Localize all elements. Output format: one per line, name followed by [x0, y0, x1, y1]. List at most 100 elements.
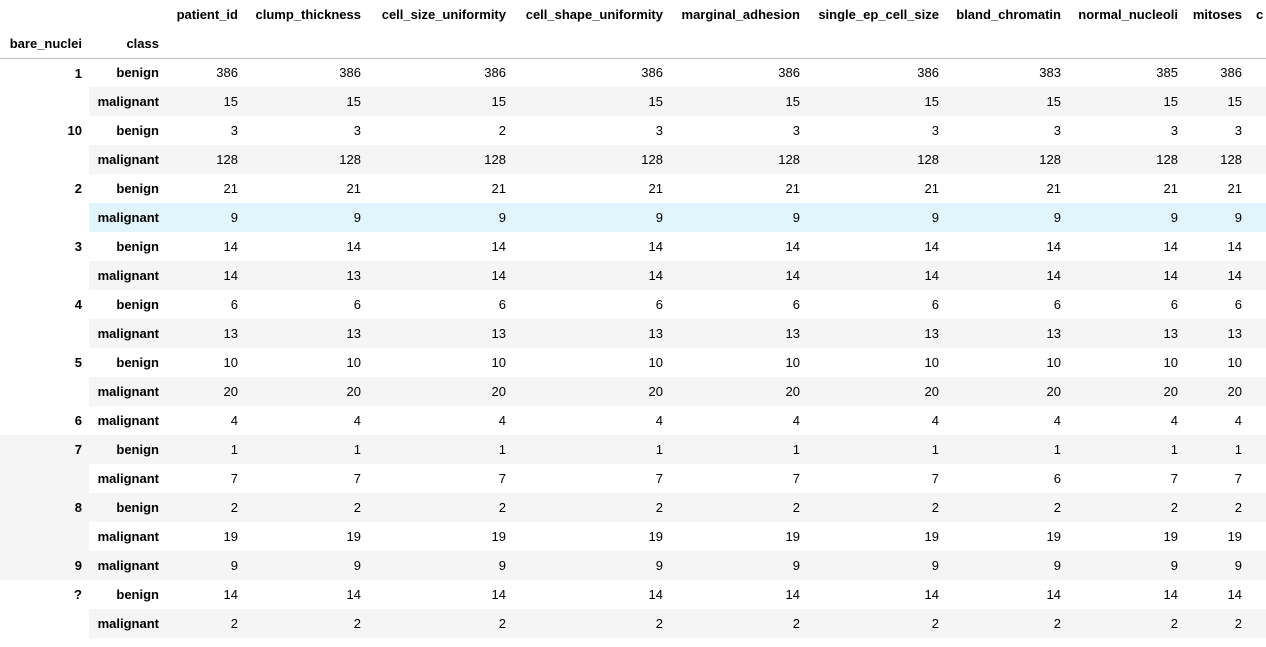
- header-empty: [166, 29, 245, 59]
- cell-value: 9: [807, 551, 946, 580]
- data-row: malignant 2 2 2 2 2 2 2 2 2: [0, 609, 1266, 638]
- cell-value: 7: [792, 471, 800, 486]
- cell-value: 14: [1163, 587, 1178, 602]
- cell-value: 9: [368, 551, 513, 580]
- cell-value: 386: [778, 65, 800, 81]
- cell-value: 21: [785, 181, 800, 196]
- column-header: normal_nucleoli: [1078, 7, 1178, 22]
- cell-value: 4: [230, 413, 238, 428]
- cell-value: 14: [1046, 587, 1061, 602]
- cell-value: 2: [368, 609, 513, 638]
- cell-value: 6: [353, 297, 361, 312]
- cell-value: 2: [670, 493, 807, 522]
- cell-value: 21: [1046, 181, 1061, 196]
- cell-value: 2: [946, 609, 1068, 638]
- header-empty: [946, 29, 1068, 59]
- data-row: 4 benign 6 6 6 6 6 6 6 6 6: [0, 290, 1266, 319]
- data-row: malignant 128 128 128 128 128 128 128 128 128: [0, 145, 1266, 174]
- cell-value: 21: [491, 181, 506, 196]
- cell-value: 20: [670, 377, 807, 406]
- class-label: malignant: [89, 609, 166, 638]
- cell-value: 14: [166, 261, 245, 290]
- column-header: single_ep_cell_size: [818, 7, 939, 22]
- cell-value: 10: [1163, 355, 1178, 370]
- cell-empty: [1249, 522, 1266, 551]
- cell-value: 14: [924, 239, 939, 254]
- cell-value: 386: [216, 65, 238, 81]
- column-header: patient_id: [176, 7, 238, 22]
- cell-value: 4: [498, 413, 506, 428]
- cell-value: 14: [785, 239, 800, 254]
- cell-value: 21: [1227, 181, 1242, 196]
- cell-value: 14: [513, 261, 670, 290]
- cell-value: 4: [353, 413, 361, 428]
- cell-empty: [1249, 609, 1266, 638]
- cell-value: 4: [1234, 413, 1242, 428]
- cell-empty: [1249, 145, 1266, 174]
- cell-value: 20: [245, 377, 368, 406]
- cell-value: 7: [353, 471, 361, 486]
- column-header: c: [1256, 7, 1264, 22]
- cell-value: 14: [223, 239, 238, 254]
- cell-empty: [1249, 493, 1266, 522]
- cell-value: 10: [491, 355, 506, 370]
- cell-value: 383: [1039, 65, 1061, 81]
- column-header: clump_thickness: [255, 7, 362, 22]
- cell-value: 9: [946, 551, 1068, 580]
- cell-value: 15: [166, 87, 245, 116]
- cell-empty: [1249, 406, 1266, 435]
- cell-value: 1: [946, 435, 1068, 464]
- cell-value: 2: [670, 609, 807, 638]
- cell-value: 20: [513, 377, 670, 406]
- cell-value: 7: [655, 471, 663, 486]
- header-empty: [245, 29, 368, 59]
- index-label: 4: [74, 297, 82, 312]
- class-label: malignant: [97, 413, 159, 428]
- cell-value: 21: [648, 181, 663, 196]
- cell-value: 2: [807, 493, 946, 522]
- data-row: 6 malignant 4 4 4 4 4 4 4 4 4: [0, 406, 1266, 435]
- cell-value: 386: [917, 65, 939, 81]
- class-label: benign: [89, 435, 166, 464]
- cell-value: 128: [1185, 145, 1249, 174]
- cell-value: 2: [1185, 493, 1249, 522]
- cell-empty: [1249, 58, 1266, 87]
- cell-value: 13: [946, 319, 1068, 348]
- cell-value: 14: [223, 587, 238, 602]
- index-label: ?: [74, 587, 82, 602]
- cell-value: 14: [368, 261, 513, 290]
- cell-value: 6: [1053, 471, 1061, 486]
- cell-value: 9: [1068, 203, 1185, 232]
- cell-value: 19: [1163, 529, 1178, 544]
- cell-value: 2: [166, 609, 245, 638]
- cell-value: 14: [346, 587, 361, 602]
- cell-value: 386: [641, 65, 663, 81]
- index-label: 6: [74, 413, 82, 428]
- cell-value: 2: [1185, 609, 1249, 638]
- index-label: 9: [0, 551, 89, 580]
- cell-value: 13: [513, 319, 670, 348]
- cell-value: 21: [346, 181, 361, 196]
- data-row: 3 benign 14 14 14 14 14 14 14 14 14: [0, 232, 1266, 261]
- cell-value: 9: [946, 203, 1068, 232]
- cell-value: 14: [1068, 261, 1185, 290]
- cell-value: 1: [807, 435, 946, 464]
- data-row: malignant 19 19 19 19 19 19 19 19 19: [0, 522, 1266, 551]
- header-empty: [807, 29, 946, 59]
- index-header-row: bare_nuclei class: [0, 29, 1266, 59]
- cell-value: 14: [648, 239, 663, 254]
- cell-value: 4: [1053, 413, 1061, 428]
- header-empty: [670, 29, 807, 59]
- cell-value: 128: [1068, 145, 1185, 174]
- cell-value: 3: [230, 123, 238, 138]
- cell-value: 7: [498, 471, 506, 486]
- cell-value: 19: [346, 529, 361, 544]
- data-row: 10 benign 3 3 2 3 3 3 3 3 3: [0, 116, 1266, 145]
- data-row: ? benign 14 14 14 14 14 14 14 14 14: [0, 580, 1266, 609]
- header-empty: [0, 0, 89, 29]
- cell-empty: [1249, 319, 1266, 348]
- class-label: malignant: [89, 203, 166, 232]
- cell-value: 13: [1068, 319, 1185, 348]
- cell-value: 10: [648, 355, 663, 370]
- cell-value: 13: [166, 319, 245, 348]
